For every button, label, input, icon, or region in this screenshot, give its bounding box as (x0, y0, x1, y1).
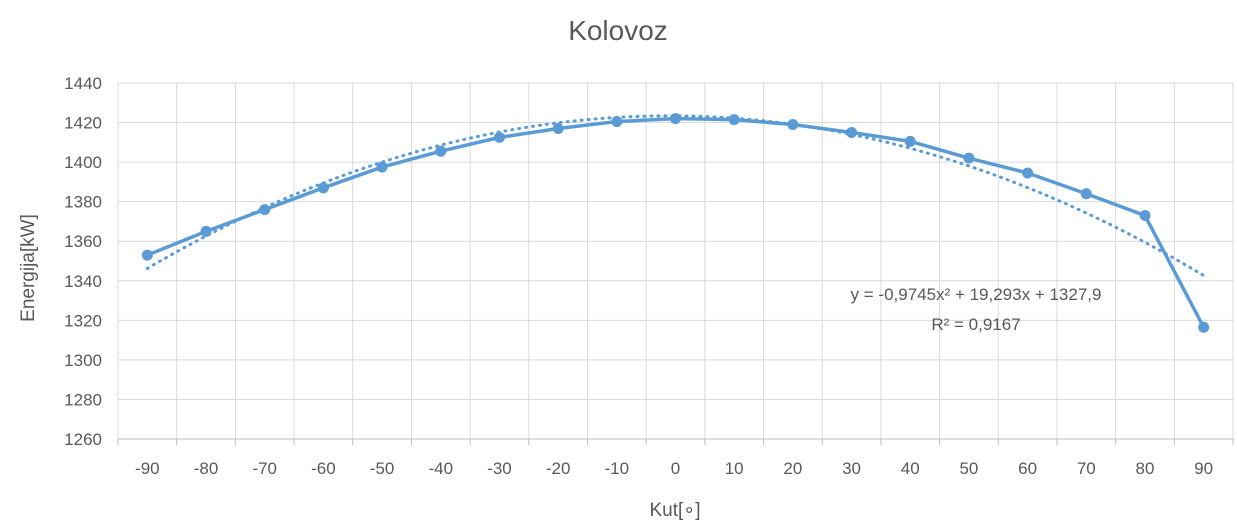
x-tick-label: -60 (311, 459, 336, 478)
data-point (963, 152, 975, 164)
x-tick-label: 30 (842, 459, 861, 478)
x-tick-label: -90 (135, 459, 160, 478)
x-axis-label: Kut[∘] (650, 500, 701, 521)
y-tick-labels: 1260 1280 1300 1320 1340 1360 1380 1400 1420 1440 (64, 74, 102, 449)
y-tick-label: 1420 (64, 114, 102, 133)
x-tick-label: -70 (252, 459, 277, 478)
y-tick-label: 1340 (64, 272, 102, 291)
x-tick-label: 60 (1018, 459, 1037, 478)
x-tick-label: -80 (194, 459, 219, 478)
x-tick-labels: -90 -80 -70 -60 -50 -40 -30 -20 -10 0 10 20 30 40 50 60… (117, 439, 1234, 478)
x-tick-label: 70 (1077, 459, 1096, 478)
x-tick-label: 90 (1194, 459, 1213, 478)
data-point (259, 204, 271, 216)
x-tick-label: -40 (428, 459, 453, 478)
x-tick-label: 80 (1136, 459, 1155, 478)
y-tick-label: 1360 (64, 232, 102, 251)
y-tick-label: 1440 (64, 74, 102, 93)
x-tick-label: -50 (370, 459, 395, 478)
gridlines (117, 82, 1234, 440)
data-point (904, 135, 916, 147)
y-tick-label: 1400 (64, 153, 102, 172)
data-point (317, 182, 329, 194)
data-point (493, 131, 505, 143)
y-tick-label: 1300 (64, 351, 102, 370)
data-point (200, 225, 212, 237)
data-point (611, 116, 623, 128)
x-tick-label: 20 (783, 459, 802, 478)
y-tick-label: 1320 (64, 311, 102, 330)
data-point (552, 122, 564, 134)
x-tick-label: 50 (959, 459, 978, 478)
y-tick-label: 1280 (64, 390, 102, 409)
trendline-r2: R² = 0,9167 (931, 315, 1020, 334)
data-point (1080, 188, 1092, 200)
trendline-equation: y = -0,9745x² + 19,293x + 1327,9 (851, 285, 1102, 304)
data-point (1139, 210, 1151, 222)
data-point (1022, 167, 1034, 179)
y-tick-label: 1380 (64, 193, 102, 212)
data-point (435, 145, 447, 157)
x-tick-label: -10 (605, 459, 630, 478)
data-point (141, 249, 153, 261)
x-tick-label: 0 (671, 459, 680, 478)
x-tick-label: 40 (901, 459, 920, 478)
data-point (376, 161, 388, 173)
data-point (1198, 321, 1210, 333)
data-point (728, 114, 740, 126)
data-point (846, 126, 858, 138)
data-point (670, 113, 681, 125)
y-axis-label: Energija[kW] (18, 214, 39, 322)
x-tick-label: -20 (546, 459, 571, 478)
x-tick-label: 10 (725, 459, 744, 478)
y-tick-label: 1260 (64, 430, 102, 449)
series-group (141, 113, 1210, 333)
x-tick-label: -30 (487, 459, 512, 478)
data-point (787, 119, 799, 131)
chart-title: Kolovoz (568, 15, 668, 46)
